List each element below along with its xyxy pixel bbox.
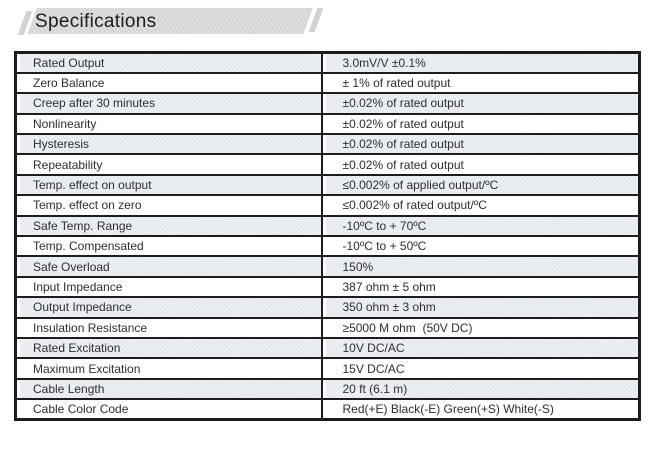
spec-label: Rated Output (15, 52, 322, 74)
spec-value: 15V DC/AC (320, 358, 640, 380)
table-row: Cable Color Code Red(+E) Black(-E) Green(… (16, 399, 640, 420)
spec-label: Hysteresis (15, 134, 322, 156)
specifications-table: Rated Output 3.0mV/V ±0.1% Zero Balance ± 1… (14, 51, 641, 422)
spec-label: Rated Excitation (15, 337, 322, 360)
spec-value: ≤0.002% of rated output/ºC (320, 195, 640, 217)
table-row: Creep after 30 minutes ±0.02% of rated ou… (15, 93, 640, 115)
table-row: Rated Output 3.0mV/V ±0.1% (15, 52, 640, 74)
spec-value: 387 ohm ± 5 ohm (320, 276, 640, 299)
spec-value: 3.0mV/V ±0.1% (320, 52, 640, 74)
spec-label: Repeatability (15, 154, 322, 176)
table-row: Nonlinearity ±0.02% of rated output (15, 113, 640, 136)
table-row: Output Impedance 350 ohm ± 3 ohm (15, 297, 640, 319)
spec-label: Nonlinearity (15, 113, 322, 136)
spec-label: Temp. effect on zero (15, 195, 322, 217)
table-row: Temp. effect on output ≤0.002% of applied… (15, 174, 640, 197)
table-row: Input Impedance 387 ohm ± 5 ohm (15, 276, 640, 299)
spec-label: Cable Color Code (33, 402, 129, 417)
spec-table-body: Rated Output 3.0mV/V ±0.1% Zero Balance ± 1… (15, 52, 640, 420)
spec-value: ≤0.002% of applied output/ºC (320, 174, 640, 197)
spec-value: Red(+E) Black(-E) Green(+S) White(-S) (320, 399, 640, 420)
spec-label: Safe Overload (15, 256, 322, 278)
spec-label: Output Impedance (15, 297, 322, 319)
spec-value: -10ºC to + 70ºC (320, 215, 640, 238)
spec-label: Cable Length (15, 378, 322, 401)
spec-label: Maximum Excitation (15, 358, 322, 380)
spec-value: 20 ft (6.1 m) (320, 378, 640, 401)
table-row: Temp. Compensated -10ºC to + 50ºC (15, 236, 640, 258)
spec-label: Temp. effect on output (15, 174, 322, 197)
table-row: Maximum Excitation 15V DC/AC (15, 358, 640, 380)
table-row: Rated Excitation 10V DC/AC (15, 337, 640, 360)
spec-value: -10ºC to + 50ºC (320, 236, 640, 258)
table-row: Temp. effect on zero ≤0.002% of rated out… (15, 195, 640, 217)
spec-value: 10V DC/AC (320, 337, 640, 360)
table-row: Insulation Resistance ≥5000 M ohm (50V DC… (15, 317, 640, 339)
table-row: Hysteresis ±0.02% of rated output (15, 134, 640, 156)
spec-label: Zero Balance (15, 72, 322, 95)
spec-value: 150% (320, 256, 640, 278)
table-row: Safe Overload 150% (15, 256, 640, 278)
spec-label: Safe Temp. Range (15, 215, 322, 238)
table-row: Zero Balance ± 1% of rated output (15, 72, 640, 95)
table-row: Cable Length 20 ft (6.1 m) (15, 378, 640, 401)
spec-value: ±0.02% of rated output (320, 93, 640, 115)
spec-label: Temp. Compensated (15, 236, 322, 258)
spec-value: ±0.02% of rated output (320, 154, 640, 176)
spec-label: Input Impedance (15, 276, 322, 299)
spec-value: ≥5000 M ohm (50V DC) (320, 317, 640, 339)
table-row: Repeatability ±0.02% of rated output (15, 154, 640, 176)
page-title: Specifications (35, 11, 157, 32)
table-row: Safe Temp. Range -10ºC to + 70ºC (15, 215, 640, 238)
spec-value: ±0.02% of rated output (320, 134, 640, 156)
spec-value: ± 1% of rated output (320, 72, 640, 95)
spec-label: Creep after 30 minutes (15, 93, 322, 115)
section-header: Specifications (17, 8, 338, 35)
spec-value: ±0.02% of rated output (320, 113, 640, 136)
spec-value: 350 ohm ± 3 ohm (320, 297, 640, 319)
spec-label: Insulation Resistance (15, 317, 322, 339)
